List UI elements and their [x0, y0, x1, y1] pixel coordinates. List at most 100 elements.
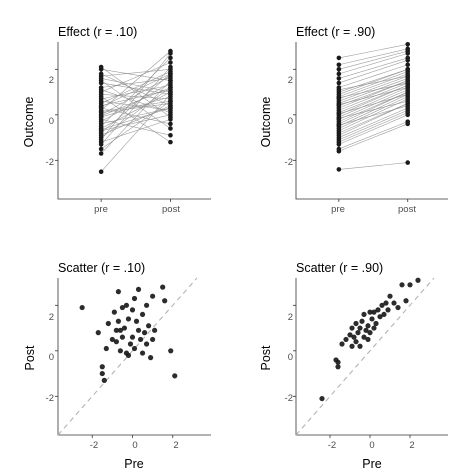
scatter-point	[79, 304, 85, 311]
subject-line	[338, 100, 408, 119]
y-axis-label: Outcome	[22, 97, 36, 148]
scatter-point	[117, 348, 124, 354]
scatter-point	[319, 395, 325, 402]
y-tick-label: 2	[288, 75, 293, 86]
pre-point	[336, 80, 342, 86]
x-tick-label: pre	[331, 204, 345, 215]
subject-line	[101, 78, 171, 88]
subject-line	[100, 53, 171, 141]
scatter-point	[135, 286, 142, 292]
subject-line	[338, 87, 408, 105]
subject-line	[338, 123, 408, 152]
scatter-point	[367, 309, 373, 315]
post-point	[168, 71, 173, 77]
post-point	[405, 98, 411, 104]
pre-point	[336, 111, 342, 116]
scatter-point	[367, 330, 373, 336]
pre-point	[336, 71, 342, 77]
subject-line	[338, 107, 408, 138]
scatter-point	[383, 300, 389, 306]
pre-point	[98, 151, 104, 156]
subject-line	[338, 48, 408, 66]
scatter-point	[150, 336, 156, 343]
scatter-point	[152, 327, 158, 333]
subject-line	[100, 100, 171, 150]
pre-point	[98, 113, 104, 119]
y-tick-label: -2	[285, 157, 293, 168]
scatter-point	[361, 311, 367, 318]
scatter-point	[109, 336, 115, 343]
subject-line	[100, 94, 171, 172]
post-point	[168, 114, 173, 120]
scatter-point	[99, 370, 105, 377]
y-tick-label: -2	[46, 157, 54, 168]
subject-line	[100, 80, 171, 154]
subject-line	[338, 82, 408, 99]
subject-line	[338, 105, 408, 126]
post-point	[168, 98, 173, 104]
panel-title: Scatter (r = .90)	[296, 261, 383, 275]
panel-scatter-r90: Scatter (r = .90) Pre Post -2 0 2 -2 0 2	[259, 261, 448, 471]
scatter-point	[119, 304, 126, 311]
identity-line	[57, 277, 198, 436]
subject-line	[100, 80, 171, 129]
scatter-point	[95, 330, 101, 336]
scatter-point	[127, 341, 134, 347]
panel-effect-r10: Effect (r = .10) Outcome pre post -2 0 2	[22, 25, 211, 215]
scatter-point	[353, 320, 359, 327]
subject-line	[338, 59, 408, 84]
x-tick-label: pre	[94, 204, 108, 215]
post-point	[168, 78, 173, 83]
post-point	[405, 80, 411, 86]
scatter-point	[133, 318, 140, 324]
scatter-point	[359, 318, 365, 324]
scatter-point	[148, 355, 154, 361]
post-point	[168, 55, 173, 61]
pre-point	[336, 95, 342, 101]
scatter-point	[129, 334, 136, 340]
subject-line	[338, 87, 408, 118]
subject-line	[338, 91, 408, 122]
panel-title: Effect (r = .10)	[58, 25, 137, 39]
scatter-point	[361, 334, 367, 340]
pre-point	[336, 167, 342, 172]
post-point	[168, 105, 173, 111]
scatter-point	[391, 300, 397, 306]
y-tick-label: 0	[288, 116, 293, 127]
scatter-point	[407, 282, 413, 288]
scatter-point	[162, 298, 168, 304]
pre-point	[336, 102, 342, 107]
scatter-point	[385, 307, 391, 313]
subject-line	[338, 75, 408, 102]
post-point	[168, 132, 173, 138]
scatter-point	[373, 320, 379, 327]
scatter-point	[125, 352, 132, 358]
post-point	[405, 160, 411, 165]
scatter-point	[387, 293, 393, 299]
pre-point	[336, 115, 342, 121]
subject-line	[101, 107, 171, 125]
y-tick-label: 2	[288, 312, 293, 323]
scatter-point	[129, 307, 136, 313]
scatter-point	[355, 330, 361, 336]
subject-line	[338, 57, 408, 79]
y-tick-label: 2	[49, 75, 54, 86]
panel-title: Scatter (r = .10)	[58, 261, 145, 275]
y-tick-label: -2	[46, 393, 54, 404]
axis-frame	[57, 42, 211, 200]
x-tick-label: -2	[90, 440, 98, 451]
scatter-point	[353, 339, 359, 345]
subject-line	[100, 82, 171, 122]
scatter-point	[395, 304, 401, 311]
subject-line	[100, 50, 171, 111]
pre-point	[336, 137, 342, 143]
y-tick-label: -2	[285, 393, 293, 404]
x-tick-label: 0	[369, 440, 374, 451]
x-tick-label: 0	[132, 440, 137, 451]
pre-point	[98, 64, 104, 70]
scatter-point	[150, 293, 156, 299]
pre-point	[336, 55, 342, 61]
subject-line	[101, 114, 171, 132]
scatter-point	[113, 327, 119, 333]
scatter-point	[379, 302, 385, 308]
